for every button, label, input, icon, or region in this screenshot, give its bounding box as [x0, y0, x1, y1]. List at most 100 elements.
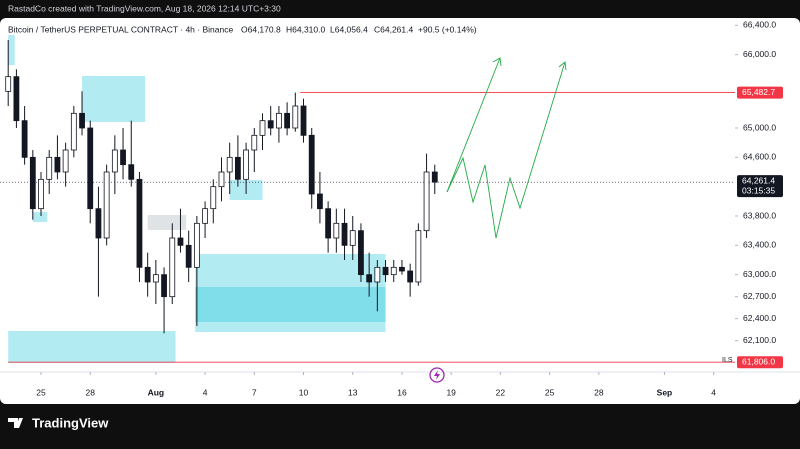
candle-body — [29, 156, 36, 210]
zone — [32, 212, 48, 223]
candle-body — [70, 112, 77, 151]
x-tick-label: 25 — [545, 387, 555, 397]
ohlc-high: H64,310.0 — [286, 24, 325, 34]
candle-body — [349, 230, 356, 246]
candle-body — [161, 274, 167, 298]
logo: TradingView — [8, 415, 109, 430]
candle-body — [300, 105, 307, 136]
candle-body — [267, 120, 274, 129]
candle-body — [136, 178, 143, 268]
candle-body — [120, 149, 126, 166]
candle-body — [341, 222, 348, 246]
zone — [8, 330, 176, 364]
candle-body — [103, 171, 110, 239]
candle-body — [202, 208, 208, 224]
candle-body — [79, 112, 85, 129]
candle-body — [177, 237, 184, 246]
currency: ILS — [722, 357, 733, 364]
brand: TradingView — [32, 415, 109, 430]
x-tick-label: 10 — [299, 387, 309, 397]
ohlc-close: C64,261.4 — [374, 24, 413, 34]
projection-arrows — [446, 57, 567, 239]
zone — [82, 76, 146, 122]
candle-body — [292, 105, 299, 129]
candle-body — [144, 266, 151, 283]
event-icon[interactable] — [429, 367, 445, 383]
projection-line — [446, 57, 501, 193]
last-price-bg — [737, 175, 783, 198]
projection-line — [446, 61, 566, 239]
candle-body — [259, 120, 266, 136]
x-tick-label: 4 — [203, 387, 208, 397]
y-tick-label: 62,700.0 — [743, 291, 776, 301]
candle-body — [317, 193, 323, 210]
labels: 66,400.0 66,000.0 65,000.0 64,600.0 63,800.0… — [36, 20, 783, 397]
x-tick-label: Sep — [657, 387, 673, 397]
candle-body — [62, 149, 69, 173]
y-tick-label: 66,400.0 — [743, 20, 776, 30]
candle-body — [390, 266, 397, 276]
logo-mark — [8, 418, 23, 428]
candle-body — [169, 237, 176, 298]
candle-body — [193, 222, 200, 268]
candle-body — [210, 186, 217, 210]
candle-body — [185, 244, 192, 268]
x-tick-label: Aug — [148, 387, 165, 397]
candle-body — [423, 171, 430, 232]
axes — [0, 24, 800, 375]
candle-body — [399, 266, 405, 272]
candle-body — [234, 156, 241, 180]
candle-body — [13, 76, 20, 122]
x-tick-label: 28 — [86, 387, 96, 397]
y-tick-label: 66,000.0 — [743, 49, 776, 59]
ohlc-open: O64,170.8 — [241, 24, 281, 34]
candle-body — [251, 134, 258, 151]
x-tick-label: 19 — [446, 387, 456, 397]
candle-body — [366, 274, 373, 283]
level-label: 65,482.7 — [742, 87, 775, 97]
y-tick-label: 62,100.0 — [743, 335, 776, 345]
level-label-bg — [737, 86, 783, 99]
ohlc-change: +90.5 (+0.14%) — [418, 24, 477, 34]
candle-body — [243, 149, 249, 180]
x-tick-label: 7 — [252, 387, 257, 397]
arrow-head — [558, 61, 567, 71]
symbol: Bitcoin / TetherUS PERPETUAL CONTRACT · … — [8, 24, 233, 34]
candle-body — [95, 208, 102, 239]
candle-body — [46, 156, 53, 180]
y-tick-label: 63,000.0 — [743, 269, 776, 279]
candle-body — [284, 112, 291, 129]
y-tick-label: 63,400.0 — [743, 240, 776, 250]
zone — [195, 286, 386, 322]
x-tick-label: 25 — [36, 387, 46, 397]
x-tick-label: 13 — [348, 387, 358, 397]
x-tick-label: 16 — [397, 387, 407, 397]
candle-body — [152, 274, 159, 283]
last-price-label: 64,261.4 — [742, 175, 775, 185]
y-tick-label: 64,600.0 — [743, 152, 776, 162]
candles — [5, 40, 438, 334]
y-tick-label: 62,400.0 — [743, 313, 776, 323]
candle-body — [218, 171, 225, 188]
event-icon-bolt — [434, 370, 440, 380]
candle-body — [407, 270, 414, 283]
candle-body — [374, 266, 381, 283]
candle-body — [358, 230, 364, 276]
candle-body — [333, 222, 340, 239]
candle-body — [87, 127, 94, 210]
candle-body — [226, 156, 233, 173]
candle-body — [5, 76, 12, 92]
x-tick-label: 28 — [594, 387, 604, 397]
zone — [147, 214, 187, 231]
x-tick-label: 4 — [711, 387, 716, 397]
arrow-head — [492, 57, 502, 67]
candle-body — [308, 134, 315, 195]
x-tick-label: 22 — [496, 387, 506, 397]
candle-body — [38, 178, 44, 210]
candle-body — [276, 112, 282, 129]
candle-body — [54, 156, 61, 173]
zone — [8, 35, 15, 66]
y-tick-label: 63,800.0 — [743, 210, 776, 220]
